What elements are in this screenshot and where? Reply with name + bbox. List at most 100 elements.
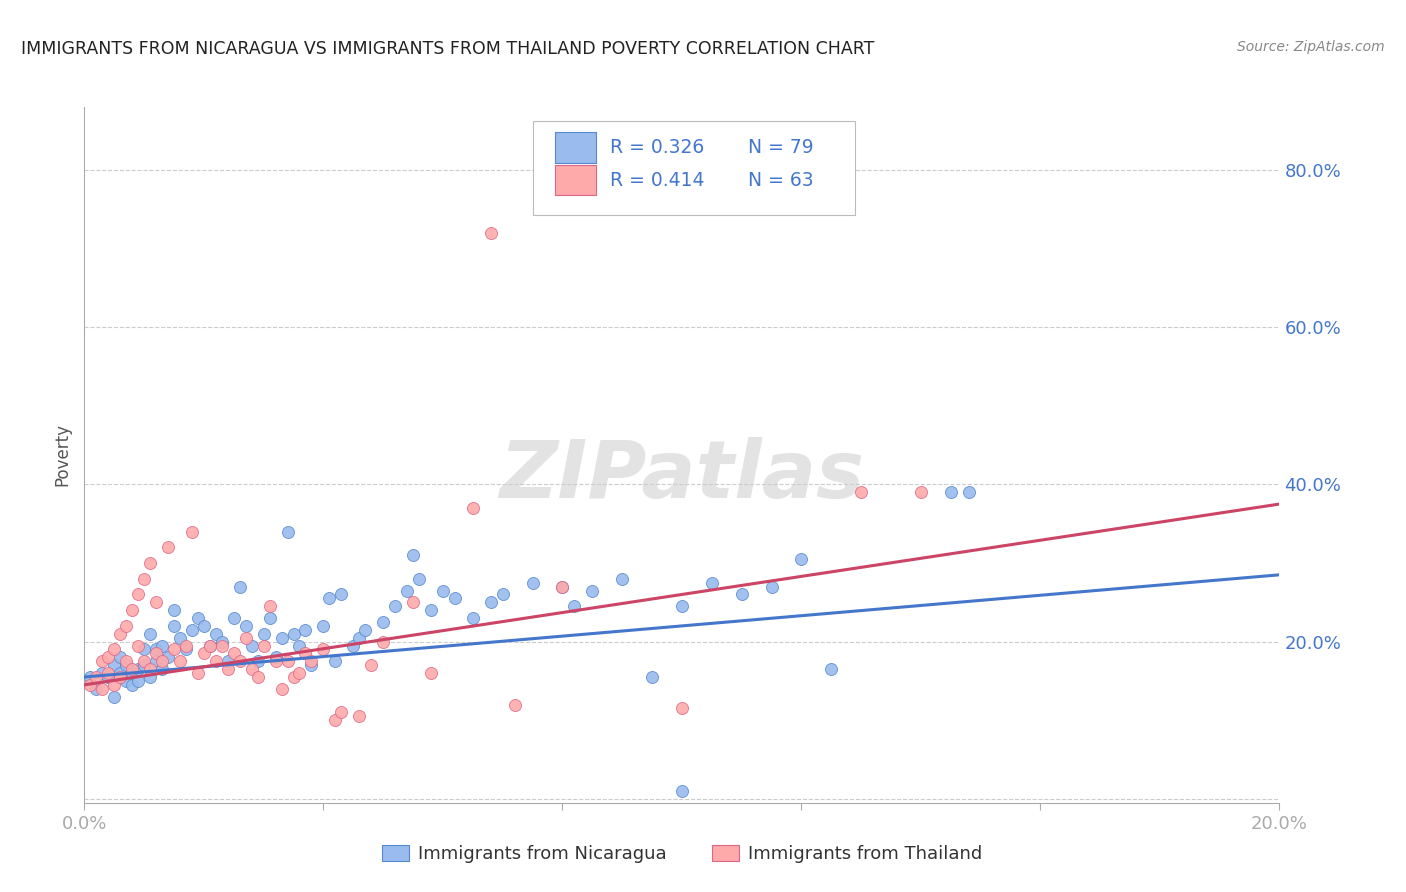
Point <box>396 583 419 598</box>
Point <box>211 634 233 648</box>
Point <box>110 666 132 681</box>
Text: ZIPatlas: ZIPatlas <box>499 437 865 515</box>
Point <box>283 670 305 684</box>
Point <box>228 654 252 668</box>
Point <box>349 631 371 645</box>
FancyBboxPatch shape <box>555 165 596 195</box>
Point <box>325 654 347 668</box>
Point <box>253 627 276 641</box>
Point <box>312 642 335 657</box>
Point <box>211 639 233 653</box>
Point <box>169 631 191 645</box>
Point <box>91 681 114 696</box>
Point <box>97 650 120 665</box>
Point <box>174 642 197 657</box>
Point <box>150 639 173 653</box>
Point <box>163 619 186 633</box>
Point <box>193 647 215 661</box>
Point <box>139 670 162 684</box>
Point <box>671 701 693 715</box>
Point <box>217 662 239 676</box>
Point <box>551 580 574 594</box>
Point <box>671 784 693 798</box>
Point <box>150 662 173 676</box>
Point <box>240 639 263 653</box>
Point <box>139 662 162 676</box>
Point <box>222 647 245 661</box>
Point <box>700 575 723 590</box>
Point <box>761 580 783 594</box>
Point <box>270 681 292 696</box>
Point <box>246 654 269 668</box>
Point <box>671 599 693 614</box>
Point <box>444 591 467 606</box>
Point <box>939 485 962 500</box>
Point <box>115 673 138 688</box>
Point <box>402 595 425 609</box>
Point <box>145 595 167 609</box>
Text: IMMIGRANTS FROM NICARAGUA VS IMMIGRANTS FROM THAILAND POVERTY CORRELATION CHART: IMMIGRANTS FROM NICARAGUA VS IMMIGRANTS … <box>21 40 875 58</box>
Point <box>79 678 101 692</box>
Point <box>91 666 114 681</box>
Point <box>246 670 269 684</box>
Point <box>820 662 842 676</box>
Point <box>731 587 754 601</box>
Point <box>110 670 132 684</box>
Point <box>288 666 311 681</box>
Point <box>790 552 813 566</box>
Point <box>479 595 502 609</box>
Point <box>330 706 353 720</box>
Point <box>139 627 162 641</box>
Point <box>79 670 101 684</box>
Point <box>121 666 143 681</box>
Point <box>851 485 873 500</box>
Point <box>187 611 209 625</box>
Point <box>115 658 138 673</box>
Point <box>132 642 156 657</box>
Text: R = 0.326: R = 0.326 <box>610 138 704 157</box>
Point <box>277 524 299 539</box>
Point <box>240 662 263 676</box>
Point <box>121 678 143 692</box>
Point <box>259 611 281 625</box>
Point <box>132 654 156 668</box>
Point <box>581 583 603 598</box>
Point <box>253 639 276 653</box>
Point <box>103 678 125 692</box>
Point <box>354 623 377 637</box>
Point <box>270 631 292 645</box>
Y-axis label: Poverty: Poverty <box>53 424 72 486</box>
Point <box>127 662 149 676</box>
Point <box>503 698 526 712</box>
Point <box>132 658 156 673</box>
Point <box>103 642 125 657</box>
Point <box>181 623 204 637</box>
Point <box>294 647 316 661</box>
Point <box>187 666 209 681</box>
Point <box>264 654 287 668</box>
Point <box>139 556 162 570</box>
Point <box>910 485 932 500</box>
Point <box>384 599 406 614</box>
Point <box>420 603 443 617</box>
Point <box>174 639 197 653</box>
Point <box>318 591 340 606</box>
Text: N = 63: N = 63 <box>748 170 813 190</box>
Point <box>205 654 228 668</box>
Point <box>132 572 156 586</box>
Point <box>91 654 114 668</box>
Point <box>235 619 257 633</box>
Point <box>115 654 138 668</box>
Legend: Immigrants from Nicaragua, Immigrants from Thailand: Immigrants from Nicaragua, Immigrants fr… <box>374 838 990 871</box>
Point <box>115 619 138 633</box>
Point <box>110 650 132 665</box>
Point <box>277 654 299 668</box>
Point <box>492 587 515 601</box>
Point <box>522 575 544 590</box>
Point <box>294 623 316 637</box>
Point <box>103 658 125 673</box>
Point <box>301 654 323 668</box>
Point <box>163 603 186 617</box>
Point <box>228 580 252 594</box>
Point <box>163 642 186 657</box>
